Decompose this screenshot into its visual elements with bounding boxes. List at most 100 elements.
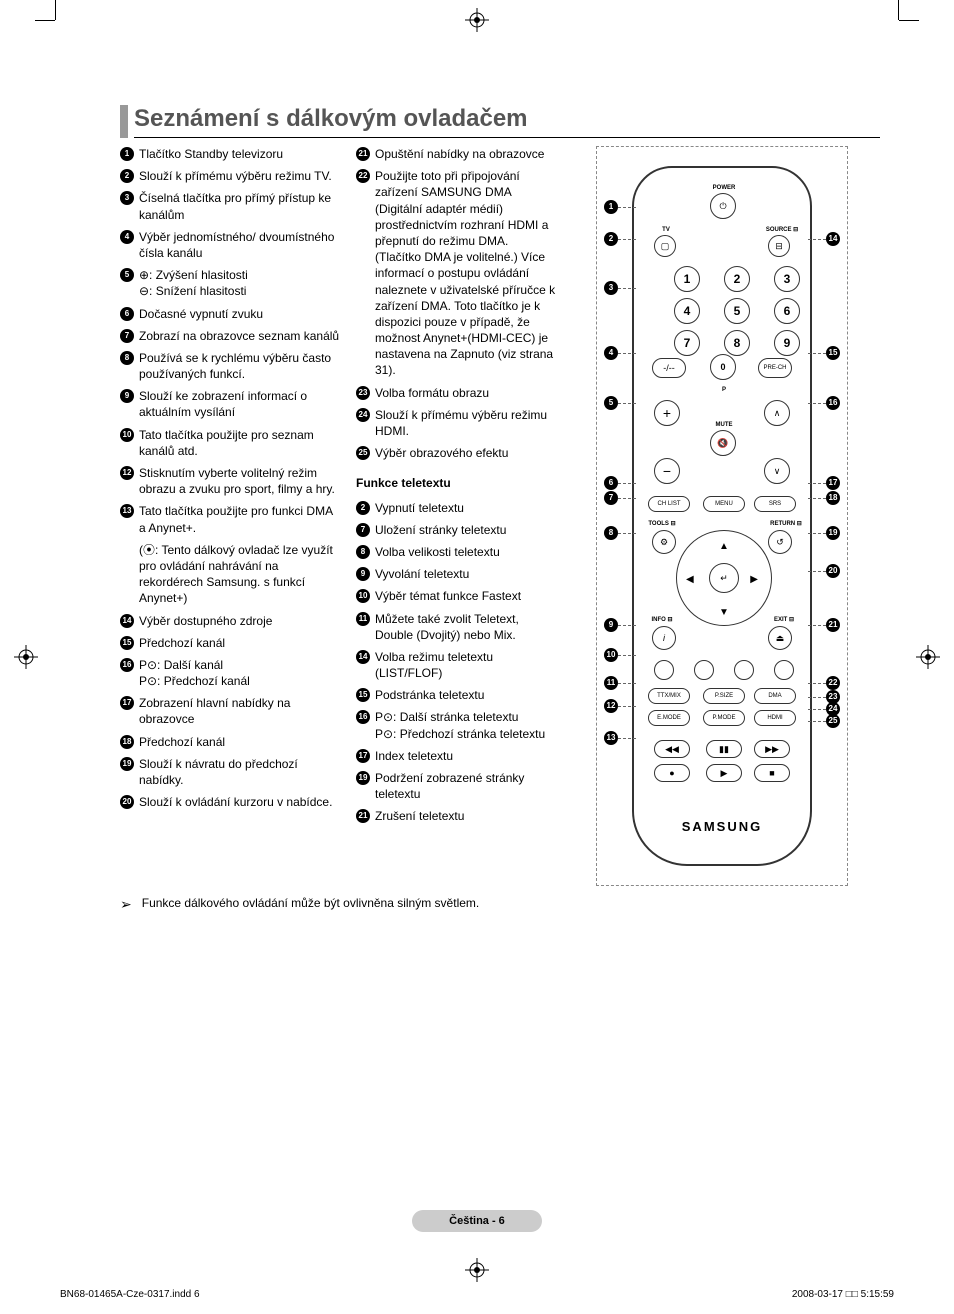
list-item: 20Slouží k ovládání kurzoru v nabídce.	[120, 794, 340, 810]
power-label: POWER	[704, 184, 744, 192]
num-8-button[interactable]: 8	[724, 330, 750, 356]
vol-down-button[interactable]: −	[654, 458, 680, 484]
callout-lead	[808, 239, 826, 240]
callout-lead	[618, 353, 636, 354]
forward-button[interactable]: ▶▶	[754, 740, 790, 758]
blue-button[interactable]	[774, 660, 794, 680]
page-number-pill: Čeština - 6	[412, 1210, 542, 1232]
callout-number: 15	[120, 636, 134, 650]
list-item: 17Zobrazení hlavní nabídky na obrazovce	[120, 695, 340, 727]
callout-lead	[618, 738, 636, 739]
source-button[interactable]: ⊟	[768, 235, 790, 257]
callout-6: 6	[604, 476, 618, 490]
dpad-down[interactable]: ▼	[719, 606, 729, 620]
ch-up-button[interactable]: ∧	[764, 400, 790, 426]
list-item-text: Volba režimu teletextu (LIST/FLOF)	[375, 649, 556, 681]
tools-button[interactable]: ⚙	[652, 530, 676, 554]
red-button[interactable]	[654, 660, 674, 680]
num-6-button[interactable]: 6	[774, 298, 800, 324]
num-4-button[interactable]: 4	[674, 298, 700, 324]
list-item-text: Výběr jednomístného/ dvoumístného čísla …	[139, 229, 340, 261]
dash-button[interactable]: -/--	[652, 358, 686, 378]
num-5-button[interactable]: 5	[724, 298, 750, 324]
list-item-text: Vyvolání teletextu	[375, 566, 556, 582]
pause-button[interactable]: ▮▮	[706, 740, 742, 758]
vol-up-button[interactable]: +	[654, 400, 680, 426]
ttxmix-button[interactable]: TTX/MIX	[648, 688, 690, 704]
list-item: 25Výběr obrazového efektu	[356, 445, 556, 461]
note-row: ➢ Funkce dálkového ovládání může být ovl…	[120, 896, 880, 913]
prech-button[interactable]: PRE-CH	[758, 358, 792, 378]
mute-label: MUTE	[704, 421, 744, 429]
return-button[interactable]: ↺	[768, 530, 792, 554]
list-item: 2Slouží k přímému výběru režimu TV.	[120, 168, 340, 184]
callout-number: 14	[356, 650, 370, 664]
list-item: 19Podržení zobrazené stránky teletextu	[356, 770, 556, 802]
ch-down-button[interactable]: ∨	[764, 458, 790, 484]
psize-button[interactable]: P.SIZE	[703, 688, 745, 704]
list-item: 15Podstránka teletextu	[356, 687, 556, 703]
callout-21: 21	[826, 618, 840, 632]
stop-button[interactable]: ■	[754, 764, 790, 782]
crop-mark	[899, 20, 919, 21]
callout-lead	[808, 721, 826, 722]
callout-lead	[618, 533, 636, 534]
list-item: 10Výběr témat funkce Fastext	[356, 588, 556, 604]
callout-number: 2	[356, 501, 370, 515]
record-button[interactable]: ●	[654, 764, 690, 782]
ok-button[interactable]: ↵	[709, 563, 739, 593]
list-item: 4Výběr jednomístného/ dvoumístného čísla…	[120, 229, 340, 261]
num-0-button[interactable]: 0	[710, 354, 736, 380]
list-item-text: Slouží k přímému výběru režimu TV.	[139, 168, 340, 184]
list-item-text: Zobrazí na obrazovce seznam kanálů	[139, 328, 340, 344]
list-item-text: Používá se k rychlému výběru často použí…	[139, 350, 340, 382]
srs-button[interactable]: SRS	[754, 496, 796, 512]
callout-number: 23	[356, 386, 370, 400]
list-item-text: Opuštění nabídky na obrazovce	[375, 146, 556, 162]
yellow-button[interactable]	[734, 660, 754, 680]
dma-button[interactable]: DMA	[754, 688, 796, 704]
callout-number: 1	[120, 147, 134, 161]
callout-number: 16	[120, 658, 134, 672]
num-9-button[interactable]: 9	[774, 330, 800, 356]
play-button[interactable]: ▶	[706, 764, 742, 782]
mute-button[interactable]: 🔇	[710, 430, 736, 456]
callout-3: 3	[604, 281, 618, 295]
callout-number: 7	[120, 329, 134, 343]
emode-button[interactable]: E.MODE	[648, 710, 690, 726]
info-button[interactable]: i	[652, 626, 676, 650]
tools-label: TOOLS ⊟	[642, 520, 682, 528]
list-item: 13Tato tlačítka použijte pro funkci DMA …	[120, 503, 340, 535]
tv-button[interactable]: ▢	[654, 235, 676, 257]
power-button[interactable]: ⏻	[710, 193, 736, 219]
list-item-text: Můžete také zvolit Teletext, Double (Dvo…	[375, 611, 556, 643]
list-item-text: Volba velikosti teletextu	[375, 544, 556, 560]
list-item: 19Slouží k návratu do předchozí nabídky.	[120, 756, 340, 788]
dpad-right[interactable]: ▶	[750, 573, 758, 587]
callout-number: 18	[120, 735, 134, 749]
exit-button[interactable]: ⏏	[768, 626, 792, 650]
dpad-up[interactable]: ▲	[719, 540, 729, 554]
chlist-button[interactable]: CH LIST	[648, 496, 690, 512]
hdmi-button[interactable]: HDMI	[754, 710, 796, 726]
callout-number: 11	[356, 612, 370, 626]
num-1-button[interactable]: 1	[674, 266, 700, 292]
pmode-button[interactable]: P.MODE	[703, 710, 745, 726]
menu-button[interactable]: MENU	[703, 496, 745, 512]
samsung-logo: SAMSUNG	[634, 818, 810, 836]
num-3-button[interactable]: 3	[774, 266, 800, 292]
num-7-button[interactable]: 7	[674, 330, 700, 356]
callout-20: 20	[826, 564, 840, 578]
list-item-text: Výběr témat funkce Fastext	[375, 588, 556, 604]
callout-22: 22	[826, 676, 840, 690]
column-1: 1Tlačítko Standby televizoru2Slouží k př…	[120, 146, 340, 876]
callout-number: 17	[120, 696, 134, 710]
callout-number: 15	[356, 688, 370, 702]
dpad-left[interactable]: ◀	[686, 573, 694, 587]
rewind-button[interactable]: ◀◀	[654, 740, 690, 758]
p-label: P	[704, 386, 744, 394]
callout-number: 19	[120, 757, 134, 771]
green-button[interactable]	[694, 660, 714, 680]
num-2-button[interactable]: 2	[724, 266, 750, 292]
callout-lead	[618, 239, 636, 240]
